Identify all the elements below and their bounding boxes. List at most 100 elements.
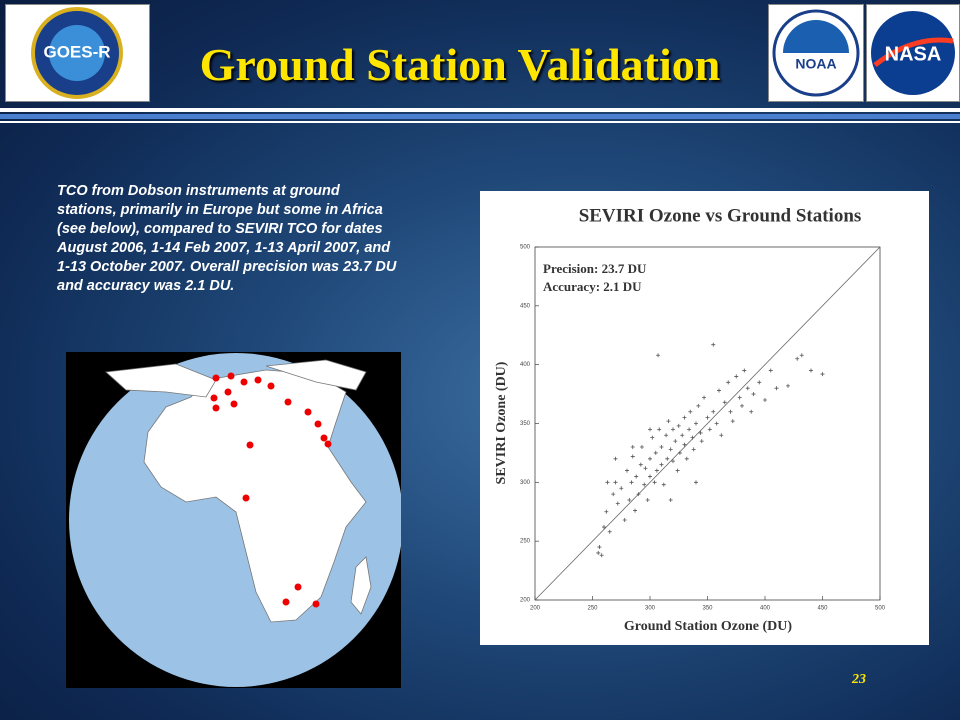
point	[757, 380, 762, 385]
slide-title: Ground Station Validation	[199, 39, 721, 90]
point	[650, 435, 655, 440]
point	[634, 474, 639, 479]
point	[664, 433, 669, 438]
point	[633, 508, 638, 513]
header-bar	[0, 114, 960, 119]
point	[627, 497, 632, 502]
point	[745, 386, 750, 391]
point	[688, 409, 693, 414]
point	[666, 419, 671, 424]
x-tick-label: 300	[645, 606, 656, 612]
point	[734, 374, 739, 379]
point	[648, 456, 652, 461]
point	[728, 409, 733, 414]
point	[599, 553, 604, 558]
one-to-one-line	[534, 246, 881, 601]
point	[671, 427, 675, 432]
x-tick-label: 350	[702, 606, 713, 612]
point	[673, 439, 678, 444]
point	[684, 456, 689, 461]
y-tick-label: 350	[520, 421, 531, 427]
point	[659, 462, 664, 467]
point	[694, 421, 698, 426]
point	[619, 486, 624, 491]
point	[654, 468, 659, 473]
point	[615, 501, 620, 506]
y-tick-label: 300	[520, 480, 531, 486]
point	[607, 529, 612, 534]
point	[659, 445, 664, 450]
point	[668, 447, 673, 452]
logo: NASA	[866, 4, 960, 102]
logo-text: GOES-R	[43, 42, 110, 61]
point	[671, 459, 675, 464]
point	[657, 427, 662, 432]
point	[687, 427, 692, 432]
point	[630, 445, 635, 450]
map	[66, 352, 401, 688]
chart-title: SEVIRI Ozone vs Ground Stations	[579, 205, 862, 226]
point	[698, 430, 703, 435]
point	[763, 397, 767, 402]
x-axis-label: Ground Station Ozone (DU)	[624, 619, 792, 634]
point	[639, 445, 644, 450]
logo: NOAA	[768, 4, 864, 102]
point	[742, 368, 747, 373]
y-tick-label: 250	[520, 539, 531, 545]
point	[645, 497, 650, 502]
logo-swoosh	[873, 37, 954, 67]
annotation: Accuracy: 2.1 DU	[543, 279, 642, 294]
y-tick-label: 200	[520, 598, 531, 604]
point	[726, 380, 731, 385]
point	[711, 342, 716, 347]
point	[711, 409, 716, 414]
point	[625, 468, 629, 473]
point	[696, 403, 701, 408]
point	[611, 492, 616, 497]
point	[682, 415, 687, 420]
x-tick-label: 250	[587, 606, 598, 612]
point	[636, 492, 641, 497]
point	[786, 383, 790, 388]
point	[596, 550, 601, 555]
logo-globe	[49, 25, 105, 81]
point	[656, 353, 661, 358]
chart: SEVIRI Ozone vs Ground Stations Precisio…	[480, 191, 929, 645]
point	[622, 517, 627, 522]
point	[809, 368, 813, 373]
logo: GOES-R	[5, 4, 150, 102]
point	[774, 386, 779, 391]
point	[652, 480, 657, 485]
point	[680, 433, 685, 438]
point	[638, 462, 643, 467]
point	[642, 482, 647, 487]
point	[730, 419, 735, 424]
x-tick-label: 200	[530, 606, 541, 612]
point	[795, 356, 800, 361]
point	[751, 392, 756, 397]
point	[691, 447, 696, 452]
page-number: 23	[852, 672, 866, 687]
point	[740, 403, 744, 408]
point	[665, 456, 670, 461]
point	[705, 415, 710, 420]
body-text: TCO from Dobson instruments at ground st…	[57, 183, 397, 294]
stations	[210, 372, 332, 608]
logo-ring	[871, 11, 955, 95]
point	[602, 525, 606, 530]
point	[737, 395, 742, 400]
x-tick-label: 400	[760, 606, 771, 612]
land	[350, 556, 372, 615]
point	[682, 442, 687, 447]
point	[648, 474, 652, 479]
annotation: Precision: 23.7 DU	[543, 261, 647, 276]
point	[675, 468, 680, 473]
point	[719, 433, 724, 438]
point	[717, 388, 721, 393]
y-tick-label: 400	[520, 362, 531, 368]
point	[707, 427, 712, 432]
logo-art: GOES-R	[31, 7, 123, 99]
point	[799, 353, 804, 358]
point	[605, 480, 610, 485]
